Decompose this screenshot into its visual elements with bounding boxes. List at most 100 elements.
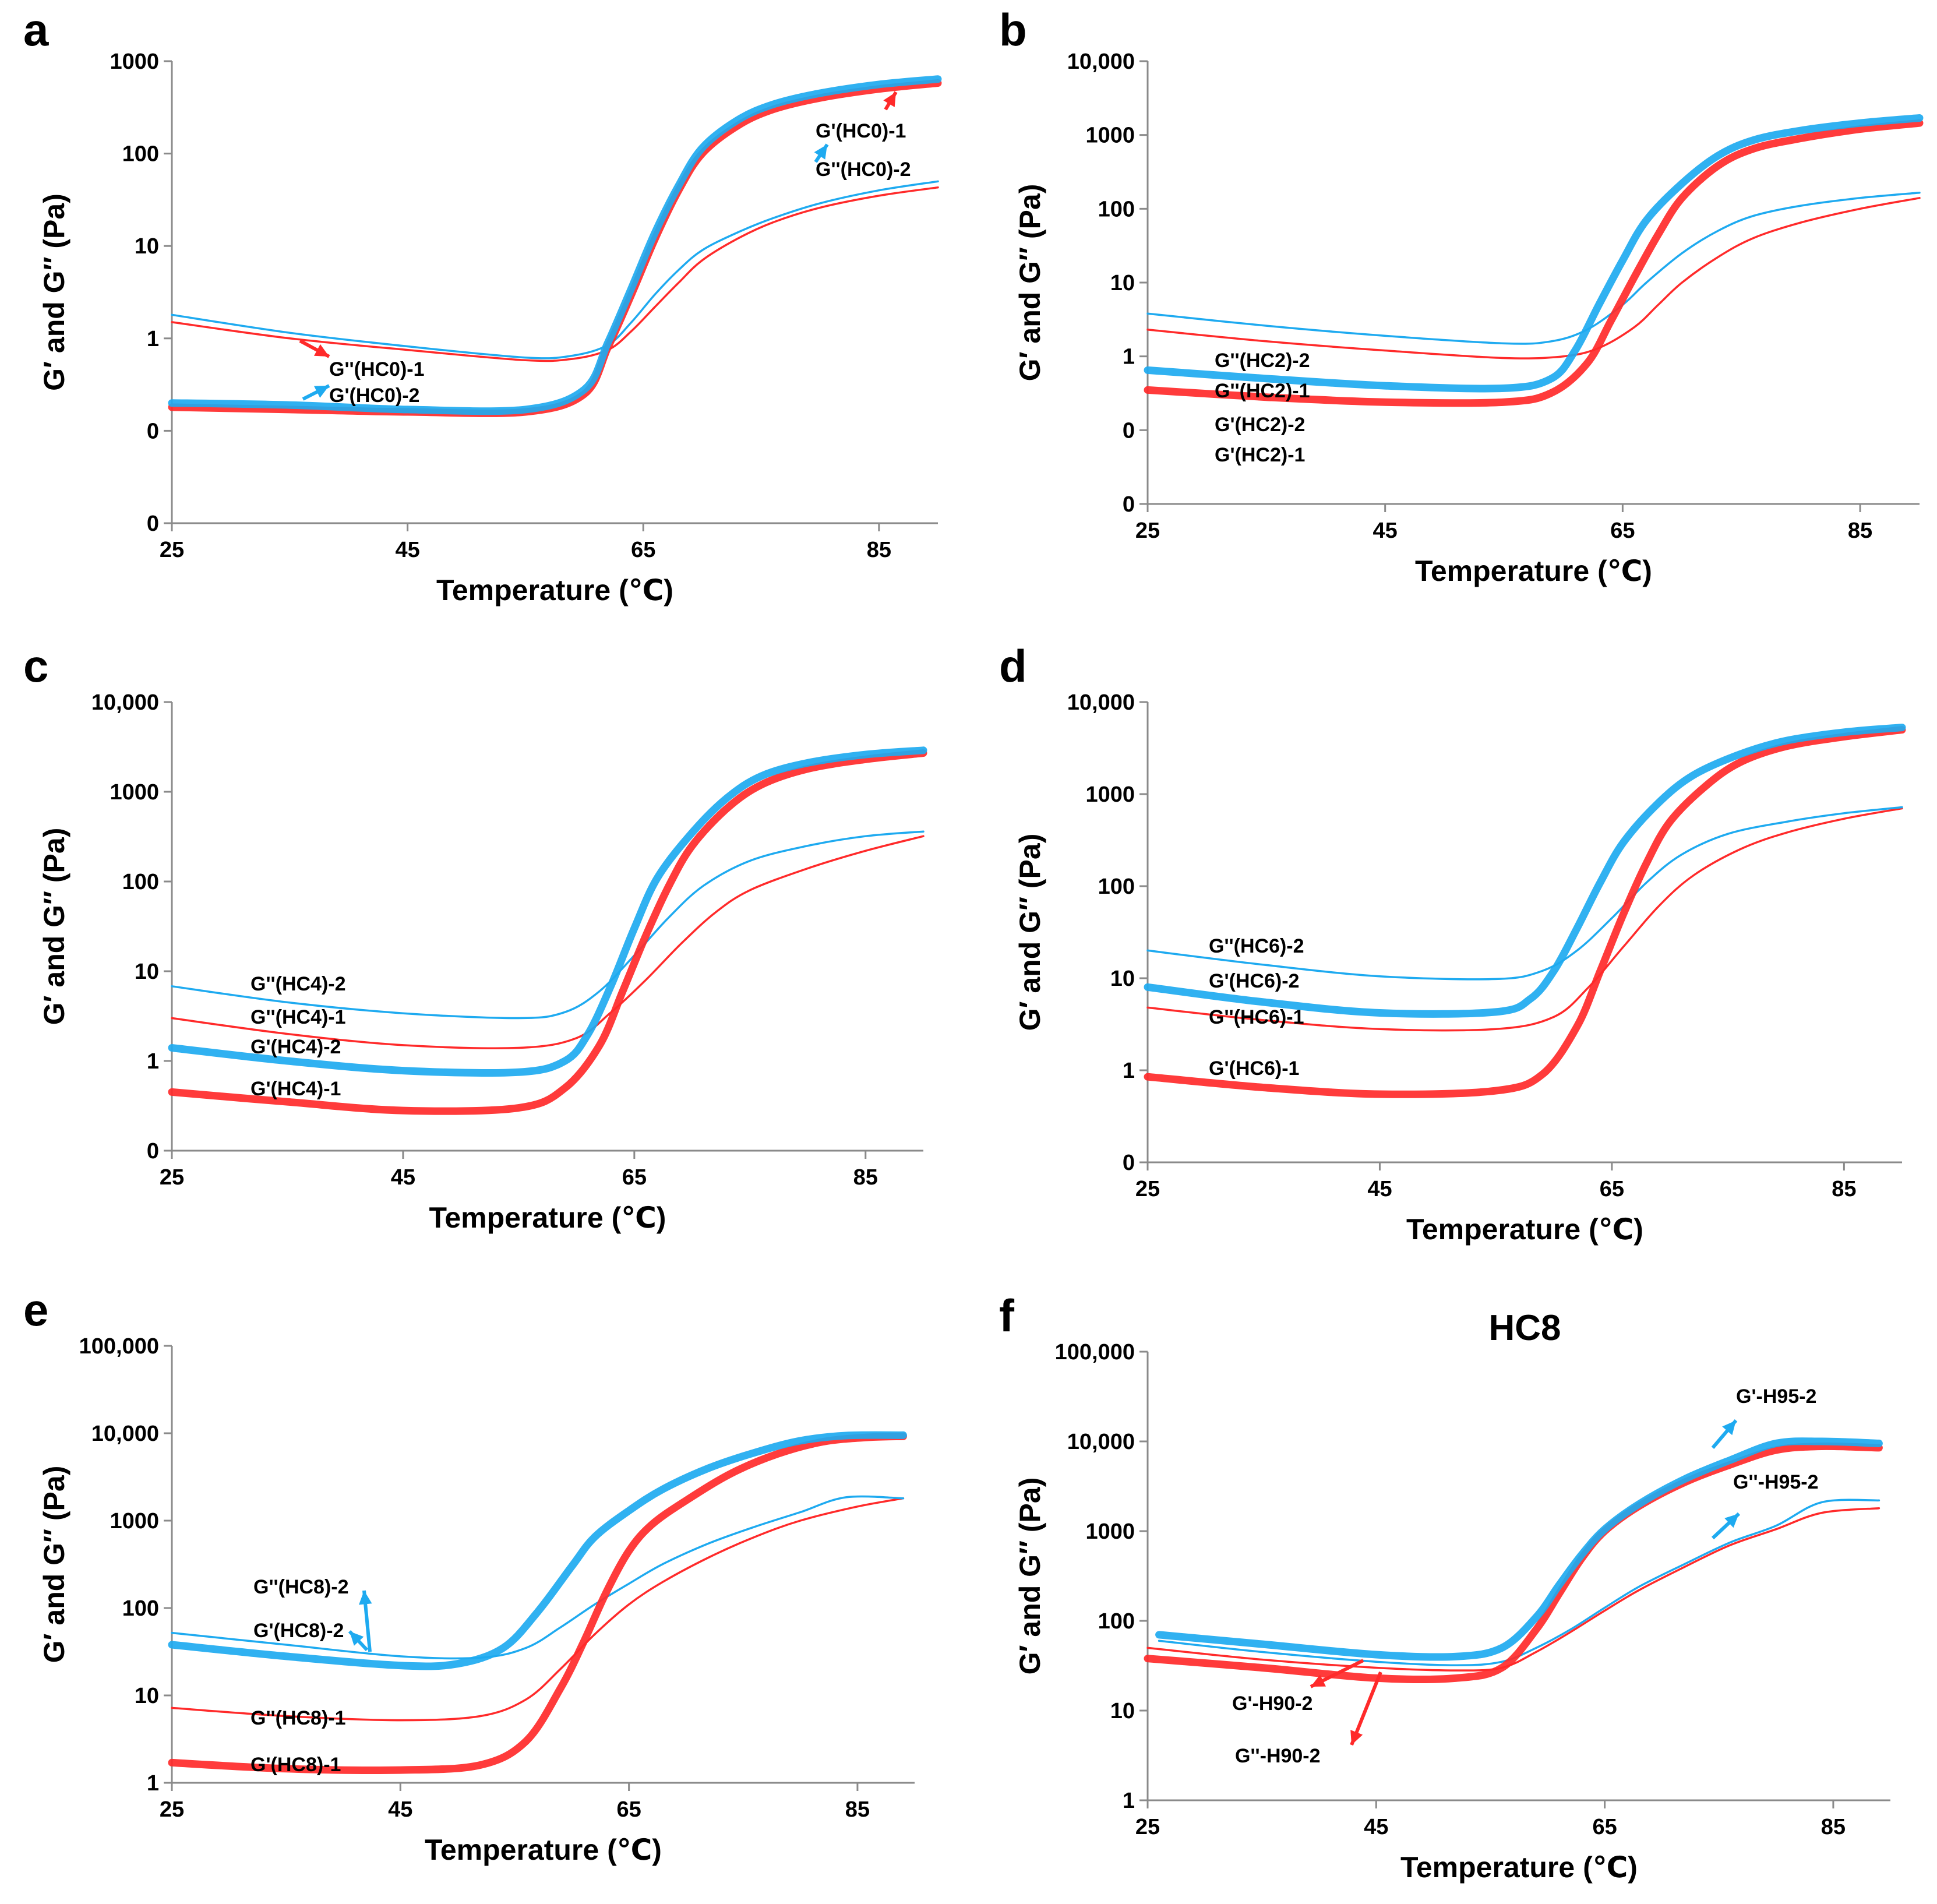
x-tick-label: 25 xyxy=(160,1797,184,1822)
y-tick-label: 10,000 xyxy=(91,1422,159,1446)
x-tick-label: 85 xyxy=(1821,1815,1846,1839)
x-tick-label: 45 xyxy=(391,1165,415,1190)
annotation-label: G'(HC8)-2 xyxy=(253,1620,344,1642)
y-tick-label: 100 xyxy=(122,1596,159,1621)
annotation-label: G'(HC6)-1 xyxy=(1209,1057,1299,1080)
x-tick-label: 25 xyxy=(1135,519,1160,543)
series-line-g-hc4-1 xyxy=(171,835,925,1049)
series-line-g-hc6-2 xyxy=(1144,724,1906,1018)
series-line-g-hc2-2 xyxy=(1146,192,1921,345)
x-tick-label: 25 xyxy=(160,1165,184,1190)
chart-panel-e: e 1 10 100 1000 10,000 100,000 25 45 65 85 Temperat… xyxy=(23,1284,915,1866)
panel-letter: e xyxy=(23,1284,48,1335)
chart-panel-c: c 0 1 10 100 1000 10,000 25 45 65 85 Temperature (℃… xyxy=(23,640,927,1234)
y-tick-label: 1000 xyxy=(1085,782,1135,807)
x-axis-title: Temperature (℃) xyxy=(1415,555,1652,587)
y-tick-label: 0 xyxy=(1123,418,1135,443)
chart-panel-f: f HC8 1 10 100 1000 10,000 100,000 25 45 65 85 Tempe… xyxy=(999,1290,1890,1884)
y-tick-label: 1 xyxy=(147,1771,159,1796)
chart-panel-b: b 0 0 1 10 100 1000 10,000 25 45 65 85 Temperature (… xyxy=(999,4,1924,587)
chart-panel-d: d 0 1 10 100 1000 10,000 25 45 65 85 Temperature (℃… xyxy=(999,640,1906,1246)
y-tick-label: 0 xyxy=(1123,1151,1135,1175)
panel-letter: a xyxy=(23,4,49,55)
x-tick-label: 25 xyxy=(1135,1177,1160,1201)
x-tick-label: 25 xyxy=(160,538,184,562)
annotation-arrowhead xyxy=(314,386,329,398)
annotation-label: G'(HC2)-1 xyxy=(1215,444,1305,466)
y-tick-label: 10 xyxy=(1110,271,1135,295)
annotation-label: G''(HC0)-2 xyxy=(816,158,911,181)
series-line-g-hc4-2 xyxy=(168,746,927,1077)
series-line-g-hc0-1 xyxy=(171,186,939,362)
x-tick-label: 45 xyxy=(395,538,419,562)
series-line-g-hc8-2 xyxy=(168,1431,907,1670)
annotation-arrowhead xyxy=(1722,1420,1736,1436)
series-line-g-hc4-1 xyxy=(168,749,927,1115)
y-axis-title: G′ and G″ (Pa) xyxy=(38,1466,70,1663)
series-line-g-hc0-2 xyxy=(171,180,939,359)
x-axis-title: Temperature (℃) xyxy=(429,1201,666,1234)
y-tick-label: 100 xyxy=(1098,1609,1135,1634)
x-tick-label: 65 xyxy=(1610,519,1635,543)
x-axis-title: Temperature (℃) xyxy=(1406,1213,1643,1246)
annotation-arrowhead xyxy=(314,344,329,357)
y-tick-label: 1 xyxy=(1123,345,1135,369)
annotation-label: G''(HC2)-1 xyxy=(1215,380,1310,402)
x-tick-label: 65 xyxy=(1600,1177,1624,1201)
annotation-label: G''-H90-2 xyxy=(1235,1745,1321,1767)
series-line-g-h90-2 xyxy=(1144,1442,1883,1684)
y-axis-title: G′ and G″ (Pa) xyxy=(1014,184,1046,382)
y-tick-label: 1000 xyxy=(110,1509,159,1533)
x-tick-label: 85 xyxy=(1832,1177,1856,1201)
panel-letter: f xyxy=(999,1290,1015,1341)
y-tick-label: 1000 xyxy=(110,50,159,74)
x-tick-label: 65 xyxy=(631,538,655,562)
annotation-arrowhead xyxy=(814,144,827,160)
y-tick-label: 10 xyxy=(135,960,159,984)
series-line-g-hc2-1 xyxy=(1144,119,1924,407)
x-axis-title: Temperature (℃) xyxy=(436,574,673,607)
panel-letter: b xyxy=(999,4,1027,55)
y-tick-label: 10,000 xyxy=(1067,690,1135,715)
y-tick-label: 100 xyxy=(1098,875,1135,899)
annotation-label: G'(HC4)-2 xyxy=(250,1036,341,1058)
annotation-label: G'-H95-2 xyxy=(1736,1385,1816,1408)
annotation-label: G''(HC4)-2 xyxy=(250,973,346,995)
y-tick-label: 1 xyxy=(147,1049,159,1074)
series-line-g-hc2-1 xyxy=(1146,197,1921,359)
annotation-label: G''(HC0)-1 xyxy=(329,358,425,380)
y-tick-label: 1 xyxy=(147,327,159,351)
x-tick-label: 85 xyxy=(845,1797,870,1822)
annotation-label: G''(HC2)-2 xyxy=(1215,350,1310,372)
y-tick-label: 10 xyxy=(135,234,159,259)
annotation-label: G''(HC6)-1 xyxy=(1209,1006,1304,1028)
x-tick-label: 45 xyxy=(1367,1177,1392,1201)
panel-letter: c xyxy=(23,640,48,692)
series-line-g-hc8-1 xyxy=(171,1497,905,1722)
annotation-label: G'(HC0)-2 xyxy=(329,385,419,407)
y-tick-label: 1 xyxy=(1123,1059,1135,1083)
y-tick-label: 10 xyxy=(135,1684,159,1708)
y-axis-title: G′ and G″ (Pa) xyxy=(38,828,70,1025)
annotation-arrowhead xyxy=(359,1591,372,1605)
y-tick-label: 100 xyxy=(1098,197,1135,221)
y-tick-label: 10 xyxy=(1110,967,1135,991)
y-tick-label: 100,000 xyxy=(1055,1340,1135,1364)
x-axis-title: Temperature (℃) xyxy=(425,1834,662,1866)
annotation-label: G'(HC0)-1 xyxy=(816,120,906,142)
annotation-label: G'(HC4)-1 xyxy=(250,1078,341,1100)
x-tick-label: 85 xyxy=(853,1165,878,1190)
series-line-g-h90-2 xyxy=(1146,1507,1880,1672)
series-line-g-hc8-2 xyxy=(171,1495,905,1660)
x-tick-label: 65 xyxy=(622,1165,647,1190)
series-line-g-h95-2 xyxy=(1158,1498,1880,1666)
y-tick-label: 0 xyxy=(147,512,159,536)
annotation-label: G''(HC8)-2 xyxy=(253,1576,349,1598)
panel-letter: d xyxy=(999,640,1027,692)
x-tick-label: 45 xyxy=(1373,519,1398,543)
series-line-g-hc8-1 xyxy=(168,1432,907,1774)
annotation-label: G'-H90-2 xyxy=(1232,1693,1312,1715)
chart-title: HC8 xyxy=(1488,1308,1561,1348)
x-tick-label: 85 xyxy=(1848,519,1872,543)
